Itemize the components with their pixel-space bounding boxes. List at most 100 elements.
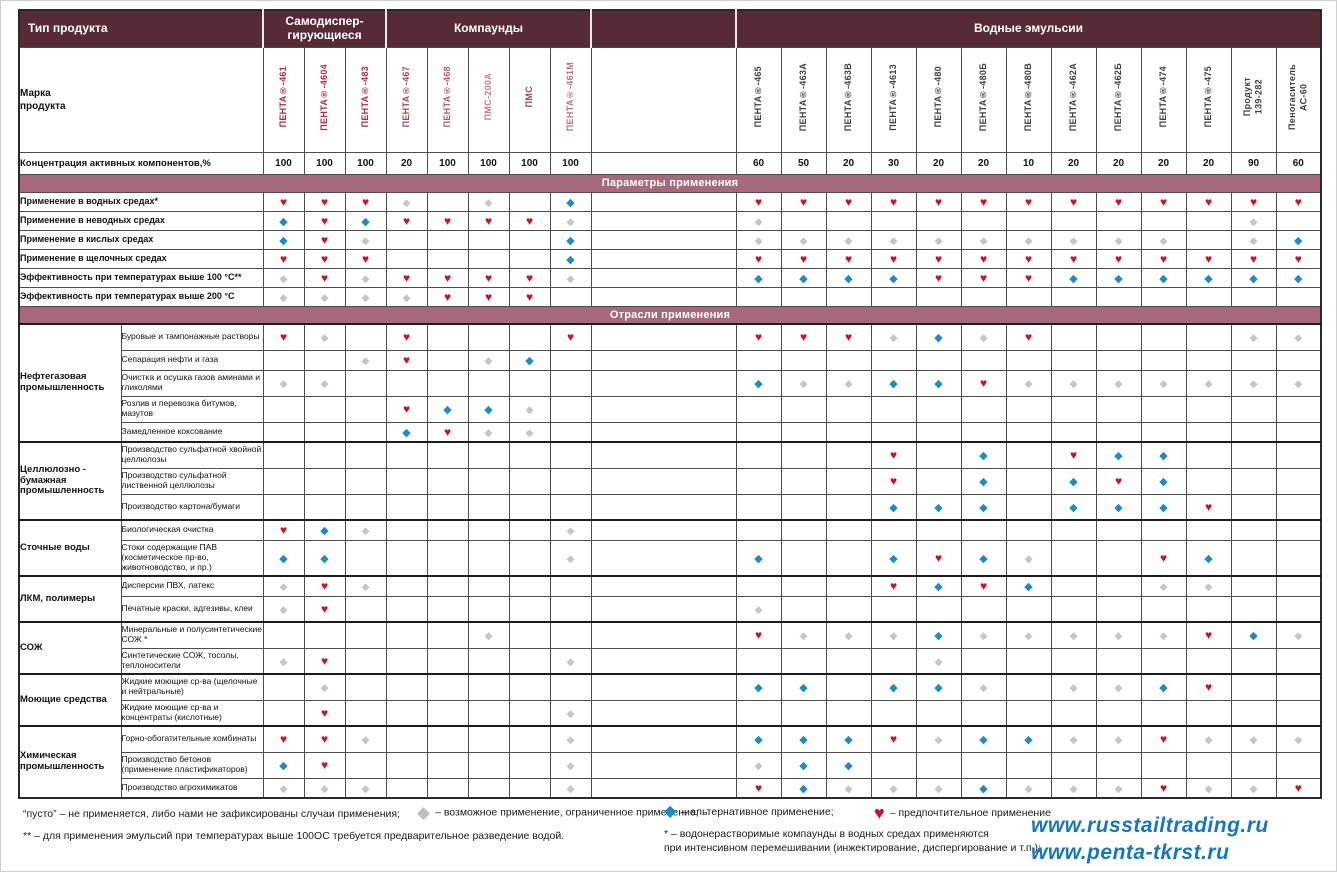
gray-diamond-icon: ◆ [1294,332,1303,345]
heart-icon: ♥ [484,213,493,228]
matrix-cell: ♥ [1230,191,1277,212]
product-name: ПЕНТА®-480В [1022,62,1033,132]
matrix-cell: ♥ [303,210,346,231]
matrix-cell: ♥ [1185,248,1232,269]
matrix-cell [1050,421,1097,443]
matrix-cell [385,751,428,779]
matrix-cell: ◆ [915,229,962,250]
heart-icon: ♥ [402,330,411,345]
matrix-cell [262,467,305,495]
matrix-cell [1005,210,1052,231]
blue-diamond-icon: ◆ [844,272,853,285]
matrix-cell: ♥ [303,575,346,597]
matrix-cell: ◆ [1005,369,1052,397]
matrix-cell: ◆ [262,539,305,577]
matrix-cell [1050,751,1097,779]
gray-diamond-icon: ◆ [979,682,988,695]
matrix-cell: ◆ [262,267,305,288]
matrix-cell [385,725,428,753]
matrix-cell: ◆ [344,777,387,799]
matrix-cell [870,286,917,307]
gray-diamond-icon: ◆ [279,603,288,616]
matrix-cell [1230,421,1277,443]
matrix-cell: ◆ [344,725,387,753]
heart-icon: ♥ [1024,251,1033,266]
matrix-cell [467,673,510,701]
concentration-value: 100 [344,151,387,175]
matrix-cell: ♥ [1185,493,1232,521]
matrix-cell: ♥ [735,323,782,351]
product-name: Продукт 139-282 [1242,77,1264,117]
matrix-cell [262,621,305,649]
gray-diamond-icon: ◆ [889,630,898,643]
product-name: ПЕНТА®-462А [1067,62,1078,132]
matrix-cell: ◆ [825,725,872,753]
matrix-cell [1050,647,1097,675]
matrix-cell: ◆ [915,575,962,597]
product-column-header: ПЕНТА®-4613 [870,46,917,153]
blue-diamond-icon: ◆ [1249,630,1258,643]
matrix-cell [1230,751,1277,779]
heart-icon: ♥ [1024,270,1033,285]
matrix-cell [344,441,387,469]
blue-diamond-icon: ◆ [979,501,988,514]
matrix-cell [1185,595,1232,623]
gray-diamond-icon: ◆ [402,291,411,304]
blue-diamond-icon: ◆ [279,215,288,228]
heart-icon: ♥ [320,653,329,668]
matrix-cell [915,286,962,307]
heart-icon: ♥ [320,601,329,616]
gray-diamond-icon: ◆ [1249,378,1258,390]
matrix-cell [1050,210,1097,231]
heart-icon: ♥ [1114,474,1123,488]
gray-diamond-icon: ◆ [566,782,575,795]
matrix-cell [1050,395,1097,423]
matrix-cell [1050,595,1097,623]
table-row: Эффективность при температурах выше 100 … [18,267,1322,288]
matrix-cell [1005,751,1052,779]
matrix-cell: ◆ [1140,575,1187,597]
product-column-header: ПЕНТА®-468 [426,46,469,153]
concentration-value: 20 [915,151,962,175]
matrix-cell [825,421,872,443]
matrix-cell: ◆ [870,369,917,397]
matrix-cell [1140,519,1187,541]
matrix-cell: ◆ [735,369,782,397]
matrix-cell: ♥ [915,248,962,269]
heart-icon: ♥ [754,251,763,266]
matrix-cell [1095,286,1142,307]
row-label: Применение в щелочных средах [18,248,264,269]
matrix-cell: ◆ [1275,229,1322,250]
matrix-cell [960,349,1007,371]
matrix-cell [1230,286,1277,307]
industries-band-row: Отрасли применения [18,305,1322,325]
matrix-cell [1230,519,1277,541]
heart-icon: ♥ [799,330,808,345]
matrix-cell [960,519,1007,541]
matrix-cell: ♥ [1275,777,1322,799]
heart-icon: ♥ [1204,194,1213,209]
matrix-cell: ◆ [344,286,387,307]
matrix-cell [549,493,592,521]
matrix-cell: ♥ [870,725,917,753]
matrix-cell [1005,467,1052,495]
matrix-cell: ◆ [1230,777,1277,799]
matrix-cell [1005,595,1052,623]
matrix-cell [590,575,737,597]
matrix-cell: ♥ [303,191,346,212]
matrix-cell [344,673,387,701]
link-penta-tkrst[interactable]: www.penta-tkrst.ru [1031,841,1230,865]
blue-diamond-icon: ◆ [979,476,988,488]
heart-icon: ♥ [1204,628,1213,643]
gray-diamond-icon: ◆ [361,272,370,285]
matrix-cell [870,210,917,231]
link-russtailtrading[interactable]: www.russtailtrading.ru [1031,814,1269,837]
blue-diamond-icon: ◆ [1159,682,1168,695]
matrix-cell [508,699,551,727]
heart-icon: ♥ [1069,194,1078,209]
matrix-cell [735,349,782,371]
matrix-cell: ♥ [303,267,346,288]
matrix-cell: ♥ [508,267,551,288]
matrix-cell [385,621,428,649]
concentration-row: Концентрация активных компонентов,% 100 10… [18,151,1322,175]
